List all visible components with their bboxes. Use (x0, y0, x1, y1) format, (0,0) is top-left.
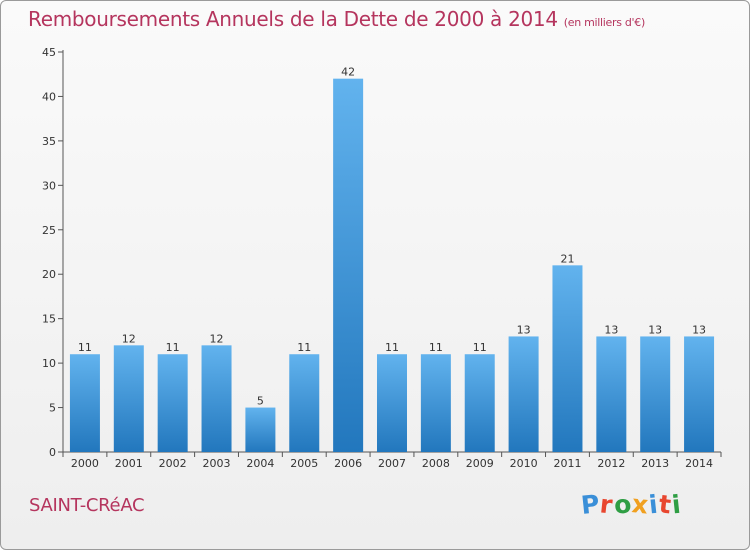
x-tick-label: 2006 (334, 457, 362, 470)
x-tick-label: 2011 (553, 457, 581, 470)
y-tick-label: 30 (42, 179, 56, 192)
bar (552, 265, 583, 452)
x-tick-label: 2003 (203, 457, 231, 470)
bar-value-label: 5 (257, 395, 264, 408)
bar (377, 354, 407, 452)
bar-value-label: 42 (341, 66, 355, 79)
y-tick-label: 25 (42, 224, 56, 237)
bar-value-label: 11 (297, 341, 311, 354)
chart-axes: 0 5 10 15 20 25 30 35 40 45 2000 2001 2002 2003 2004 20… (42, 46, 722, 470)
bar-value-label: 11 (385, 341, 399, 354)
bar (640, 336, 671, 452)
x-tick-label: 2009 (466, 457, 494, 470)
y-tick-label: 5 (49, 402, 56, 415)
bar-value-label: 12 (122, 332, 136, 345)
bar-value-label: 12 (210, 332, 224, 345)
chart-bars: 11 12 11 12 5 11 42 11 11 11 13 21 13 13 13 (69, 66, 715, 453)
location-name: SAINT-CRéAC (29, 495, 145, 516)
bar-value-label: 13 (648, 323, 662, 336)
x-tick-label: 2013 (641, 457, 669, 470)
bar-value-label: 13 (692, 323, 706, 336)
bar (596, 336, 627, 452)
logo-letter: i (670, 489, 683, 520)
x-tick-label: 2001 (115, 457, 143, 470)
y-tick-label: 20 (42, 268, 56, 281)
chart-title-text: Remboursements Annuels de la Dette de 20… (28, 7, 558, 31)
x-tick-label: 2000 (71, 457, 99, 470)
bar (684, 336, 715, 452)
y-tick-label: 35 (42, 135, 56, 148)
y-tick-label: 40 (42, 90, 56, 103)
y-tick-label: 45 (42, 46, 56, 59)
x-tick-label: 2012 (597, 457, 625, 470)
bar (464, 354, 495, 452)
x-tick-label: 2002 (159, 457, 187, 470)
bar (508, 336, 539, 452)
bar (113, 345, 144, 452)
proxiti-logo: Proxiti (580, 489, 683, 520)
bar-value-label: 11 (429, 341, 443, 354)
bar (157, 354, 188, 452)
bar-value-label: 21 (560, 252, 574, 265)
bar-value-label: 13 (604, 323, 618, 336)
y-tick-label: 15 (42, 313, 56, 326)
bar (289, 354, 320, 452)
bar-value-label: 11 (78, 341, 92, 354)
x-tick-label: 2005 (290, 457, 318, 470)
y-tick-label: 10 (42, 357, 56, 370)
x-tick-label: 2008 (422, 457, 450, 470)
x-tick-label: 2004 (246, 457, 274, 470)
y-tick-label: 0 (49, 446, 56, 459)
bar-value-label: 11 (473, 341, 487, 354)
bar (420, 354, 451, 452)
logo-text: Proxiti (580, 489, 683, 520)
chart-title: Remboursements Annuels de la Dette de 20… (28, 7, 645, 31)
x-tick-label: 2010 (510, 457, 538, 470)
bar-value-label: 11 (166, 341, 180, 354)
x-tick-label: 2014 (685, 457, 713, 470)
bar (245, 407, 276, 452)
bar (333, 78, 364, 453)
chart-subtitle: (en milliers d'€) (563, 16, 645, 29)
bar (69, 354, 100, 452)
x-tick-label: 2007 (378, 457, 406, 470)
bar (201, 345, 232, 452)
bar-value-label: 13 (517, 323, 531, 336)
